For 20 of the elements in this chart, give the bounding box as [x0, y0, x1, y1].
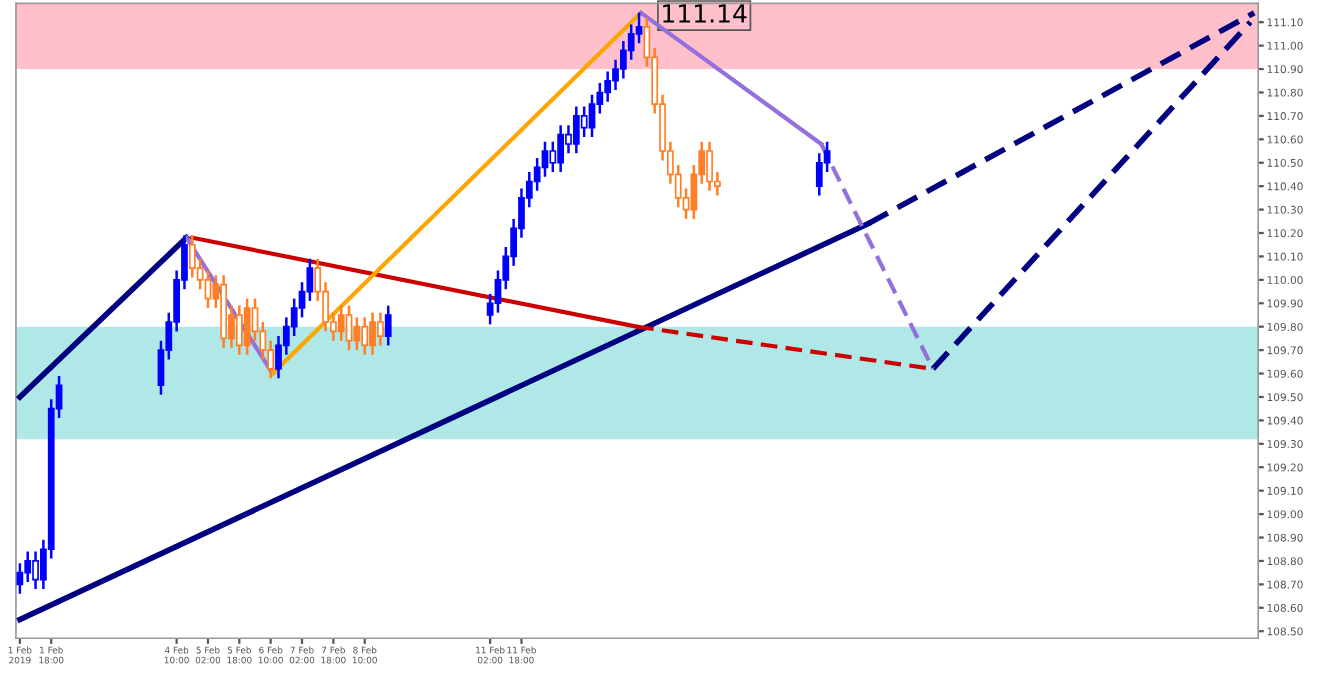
candlestick: [369, 311, 376, 357]
candlestick: [588, 93, 596, 139]
candlestick: [32, 550, 39, 591]
candlestick: [251, 297, 259, 343]
candlestick: [541, 140, 549, 179]
candlestick: [549, 140, 557, 174]
candlestick: [337, 304, 345, 343]
candlestick: [580, 105, 588, 139]
candlestick: [572, 105, 580, 155]
candlestick: [345, 304, 353, 352]
candlestick: [706, 140, 713, 193]
candlestick: [377, 311, 384, 347]
candlestick: [557, 124, 565, 174]
candlestick: [635, 11, 643, 45]
candlestick: [384, 304, 392, 347]
candlestick: [243, 297, 251, 357]
candlestick: [361, 316, 369, 357]
annotation: 111.14: [663, 4, 747, 23]
candlestick: [353, 316, 361, 352]
candlestick: [235, 304, 243, 357]
